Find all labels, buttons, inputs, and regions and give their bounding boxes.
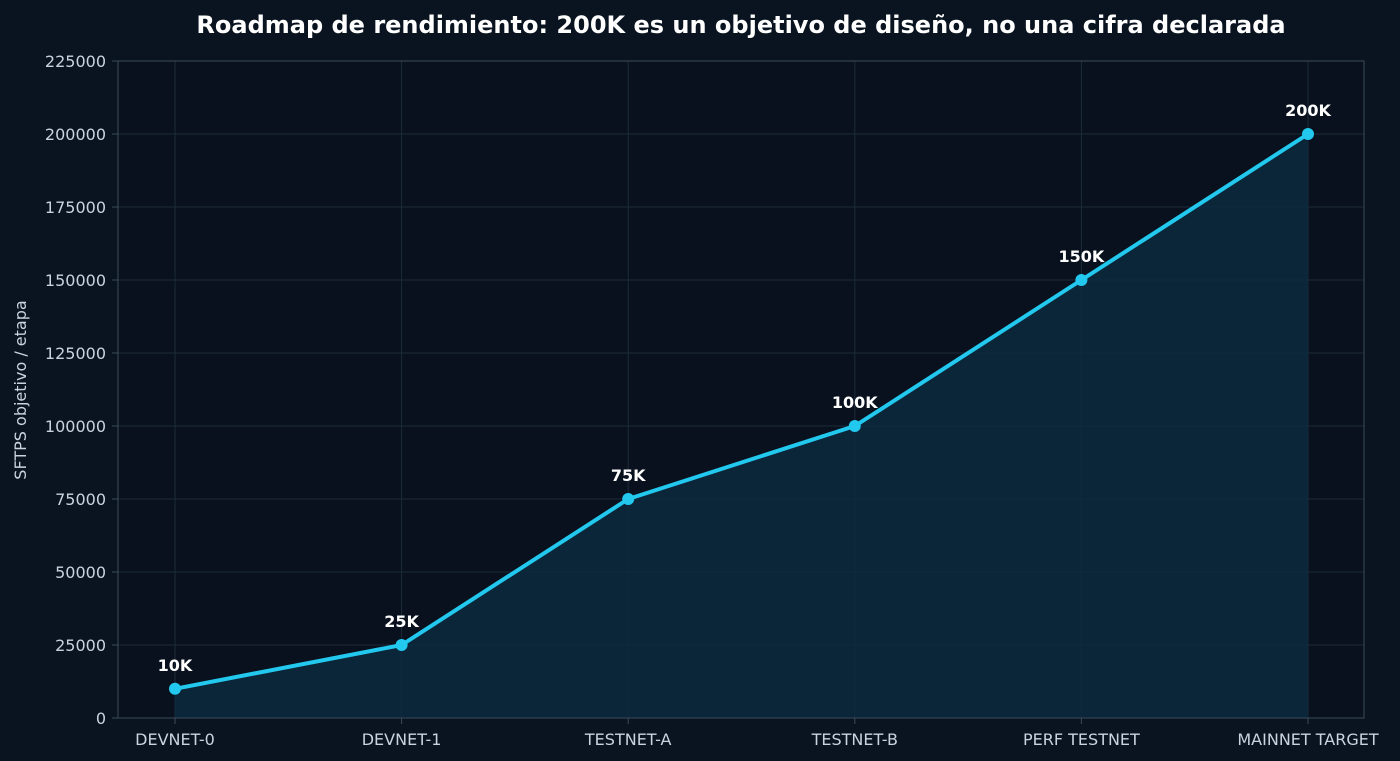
y-tick-label: 175000 [45,198,106,217]
y-tick-label: 50000 [55,563,106,582]
x-tick-label: MAINNET TARGET [1237,730,1378,749]
data-label: 100K [832,393,878,412]
data-point [622,493,635,505]
x-tick-label: DEVNET-1 [362,730,442,749]
data-labels: 10K 25K 75K 100K 150K 200K [158,101,1332,675]
y-tick-label: 0 [96,709,106,728]
y-tick-label: 125000 [45,344,106,363]
y-tick-label: 200000 [45,125,106,144]
plot-frame [117,60,1365,719]
data-label: 75K [611,466,646,485]
data-label: 25K [384,612,419,631]
data-label: 10K [158,656,193,675]
data-points [169,128,1314,695]
x-tick-label: DEVNET-0 [135,730,215,749]
y-tick-label: 75000 [55,490,106,509]
data-label: 200K [1285,101,1331,120]
chart-title: Roadmap de rendimiento: 200K es un objet… [196,11,1285,39]
y-axis-label: SFTPS objetivo / etapa [11,300,30,479]
y-tick-labels: 0 25000 50000 75000 100000 125000 150000 175000… [45,52,118,728]
x-tick-label: TESTNET-B [811,730,898,749]
data-point [848,420,861,432]
series-area-fill [175,134,1308,718]
data-point [169,682,181,695]
data-label: 150K [1059,247,1105,266]
data-point [395,639,408,651]
x-tick-label: PERF TESTNET [1023,730,1140,749]
y-tick-label: 225000 [45,52,106,71]
data-point [1302,128,1314,140]
x-tick-labels: DEVNET-0 DEVNET-1 TESTNET-A TESTNET-B PERF T… [135,718,1379,749]
data-point [1075,274,1088,286]
series-line [173,132,1310,691]
y-tick-label: 25000 [55,636,106,655]
y-tick-label: 150000 [45,271,106,290]
y-tick-label: 100000 [45,417,106,436]
x-tick-label: TESTNET-A [584,730,672,749]
